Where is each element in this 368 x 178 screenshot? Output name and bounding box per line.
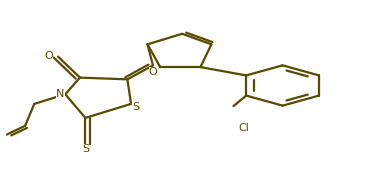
Text: S: S bbox=[132, 102, 139, 112]
Text: Cl: Cl bbox=[239, 123, 250, 134]
Text: O: O bbox=[45, 51, 53, 61]
Text: O: O bbox=[149, 67, 158, 77]
Text: N: N bbox=[56, 89, 65, 99]
Text: S: S bbox=[82, 144, 89, 154]
